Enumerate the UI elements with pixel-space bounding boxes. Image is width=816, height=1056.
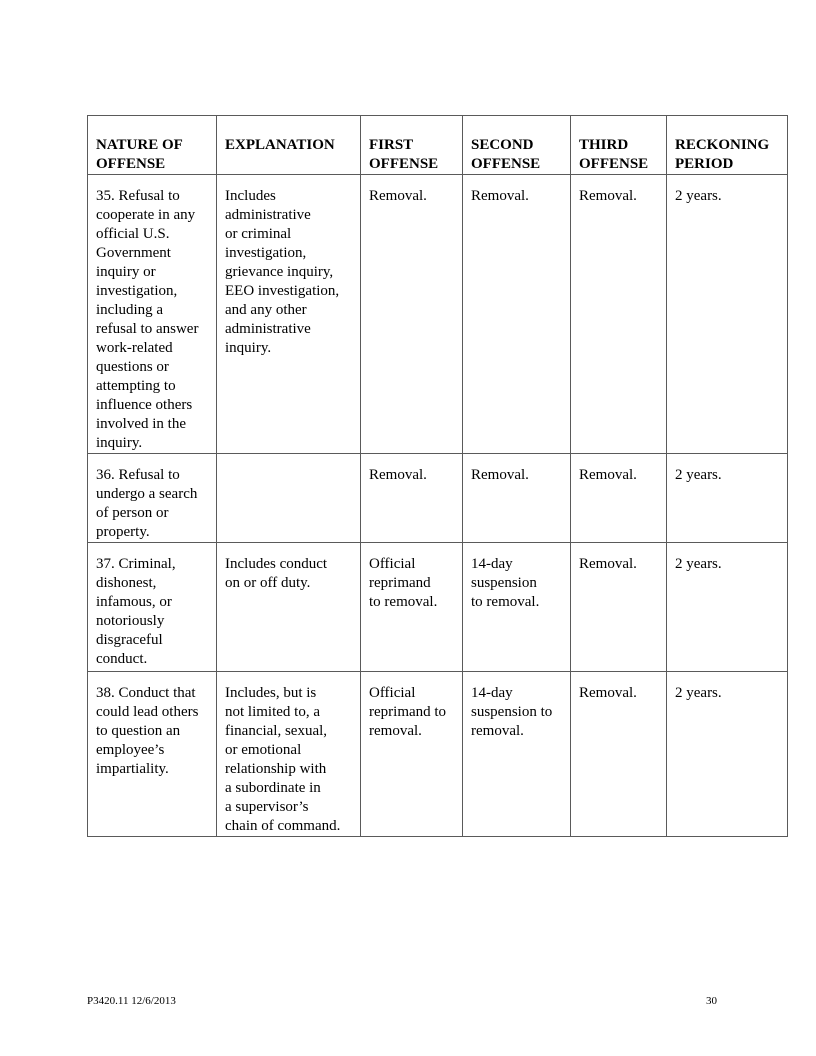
cell-third-offense: Removal. [570, 671, 667, 837]
table-row: 36. Refusal to undergo a search of perso… [87, 453, 788, 543]
cell-second-offense: 14-day suspension to removal. [462, 671, 571, 837]
footer-doc-id: P3420.11 12/6/2013 [87, 995, 176, 1007]
cell-third-offense: Removal. [570, 453, 667, 543]
header-reckoning-period: RECKONING PERIOD [666, 115, 788, 175]
cell-explanation: Includes, but is not limited to, a finan… [216, 671, 361, 837]
cell-first-offense: Official reprimand to removal. [360, 671, 463, 837]
offense-table: NATURE OF OFFENSE EXPLANATION FIRST OFFE… [87, 115, 788, 837]
table-row: 38. Conduct that could lead others to qu… [87, 671, 788, 837]
cell-explanation: Includes administrative or criminal inve… [216, 174, 361, 454]
header-third-offense: THIRD OFFENSE [570, 115, 667, 175]
footer-page-number: 30 [706, 995, 717, 1007]
cell-nature: 36. Refusal to undergo a search of perso… [87, 453, 217, 543]
header-explanation: EXPLANATION [216, 115, 361, 175]
cell-reckoning-period: 2 years. [666, 174, 788, 454]
header-nature-of-offense: NATURE OF OFFENSE [87, 115, 217, 175]
cell-third-offense: Removal. [570, 174, 667, 454]
cell-nature: 37. Criminal, dishonest, infamous, or no… [87, 542, 217, 672]
cell-second-offense: 14-day suspension to removal. [462, 542, 571, 672]
cell-reckoning-period: 2 years. [666, 671, 788, 837]
cell-explanation: Includes conduct on or off duty. [216, 542, 361, 672]
cell-nature: 38. Conduct that could lead others to qu… [87, 671, 217, 837]
cell-reckoning-period: 2 years. [666, 542, 788, 672]
cell-first-offense: Removal. [360, 453, 463, 543]
cell-first-offense: Removal. [360, 174, 463, 454]
header-first-offense: FIRST OFFENSE [360, 115, 463, 175]
table-header-row: NATURE OF OFFENSE EXPLANATION FIRST OFFE… [87, 115, 788, 175]
cell-first-offense: Official reprimand to removal. [360, 542, 463, 672]
cell-explanation [216, 453, 361, 543]
table-row: 37. Criminal, dishonest, infamous, or no… [87, 542, 788, 672]
header-second-offense: SECOND OFFENSE [462, 115, 571, 175]
table-row: 35. Refusal to cooperate in any official… [87, 174, 788, 454]
cell-third-offense: Removal. [570, 542, 667, 672]
cell-second-offense: Removal. [462, 174, 571, 454]
cell-nature: 35. Refusal to cooperate in any official… [87, 174, 217, 454]
cell-second-offense: Removal. [462, 453, 571, 543]
cell-reckoning-period: 2 years. [666, 453, 788, 543]
